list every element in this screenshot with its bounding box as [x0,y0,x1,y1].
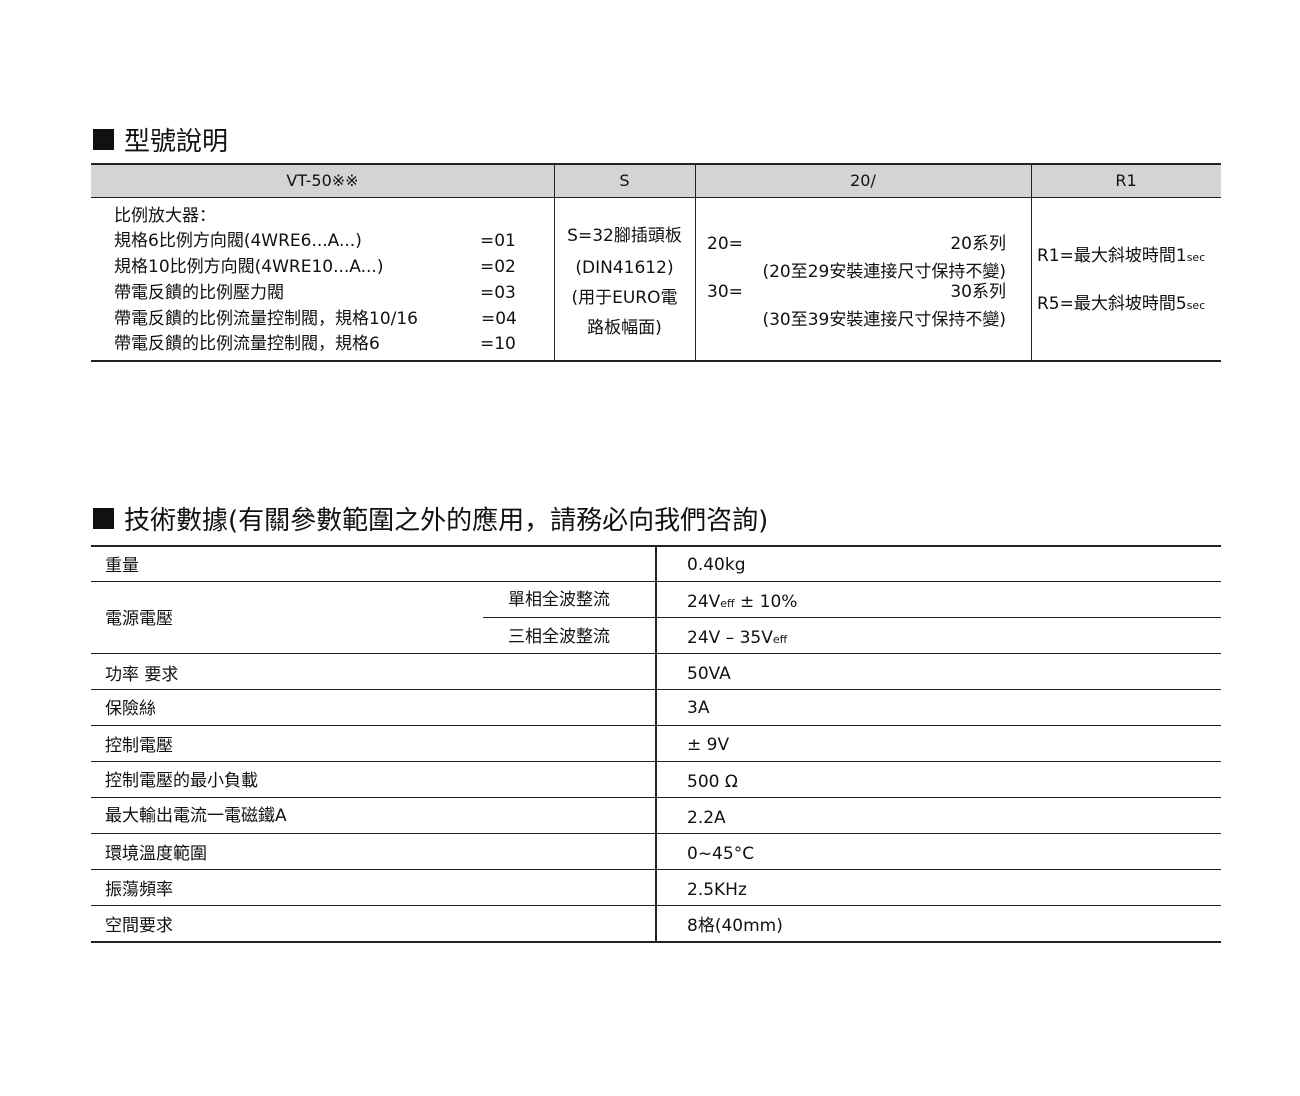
value-sub: eff [720,597,735,610]
tech-section-title-text: 技術數據(有關參數範圍之外的應用，請務必向我們咨詢) [124,506,769,536]
row-value: 2.5KHz [687,880,747,900]
ramp-option: R1=最大斜坡時間1sec [1037,246,1205,268]
row-label: 保險絲 [105,699,156,719]
series-note: (30至39安裝連接尺寸保持不變) [762,310,1006,330]
row-value: 500 Ω [687,772,738,792]
row-label: 控制電壓 [105,736,173,756]
row-value: 24V – 35Veff [687,628,787,650]
header-s: S [619,171,630,190]
header-ramp: R1 [1115,171,1137,190]
amplifier-item-label: 帶電反饋的比例流量控制閥，規格6 [114,334,380,354]
model-section-title-text: 型號說明 [124,127,229,157]
amplifier-item-label: 帶電反饋的比例流量控制閥，規格10/16 [114,309,418,329]
ramp-text: R1=最大斜坡時間1 [1037,246,1187,266]
header-model: VT-50※※ [286,171,359,190]
header-series: 20/ [850,171,876,190]
value-main: 24V – 35V [687,628,773,648]
divider [91,941,1221,943]
divider [91,360,1221,362]
connector-text: S=32腳插頭板 [567,226,682,246]
series-code: 20= [707,234,743,254]
amplifier-heading: 比例放大器： [114,206,216,226]
value-tail: ± 10% [734,592,798,612]
amplifier-item-label: 規格6比例方向閥(4WRE6...A...) [114,231,362,251]
value-sub: eff [772,633,788,646]
ramp-option: R5=最大斜坡時間5sec [1037,294,1205,316]
row-value: ± 9V [687,735,730,755]
ramp-unit: sec [1186,251,1206,264]
divider [91,163,1221,165]
connector-text: 路板幅面) [587,318,662,338]
row-label: 重量 [105,556,139,576]
amplifier-item-label: 帶電反饋的比例壓力閥 [114,283,284,303]
series-name: 20系列 [950,234,1006,254]
square-bullet-icon [93,129,114,150]
amplifier-item-code: =02 [480,257,516,277]
row-label: 最大輸出電流一電磁鐵A [105,806,287,826]
divider [91,197,1221,198]
row-label: 振蕩頻率 [105,880,173,900]
ramp-text: R5=最大斜坡時間5 [1037,294,1187,314]
row-value: 24Veff ± 10% [687,592,797,614]
series-code: 30= [707,282,743,302]
series-note: (20至29安裝連接尺寸保持不變) [762,262,1006,282]
amplifier-item-code: =10 [480,334,516,354]
row-value: 3A [687,698,710,718]
row-value: 0.40kg [687,555,746,575]
amplifier-item-code: =03 [480,283,516,303]
connector-text: (用于EURO電 [571,288,678,308]
row-label: 控制電壓的最小負載 [105,771,258,791]
series-name: 30系列 [950,282,1006,302]
divider [695,164,696,361]
divider [483,617,1221,618]
amplifier-item-label: 規格10比例方向閥(4WRE10...A...) [114,257,384,277]
model-section-title: 型號說明 [93,121,228,158]
row-label: 功率 要求 [105,665,179,685]
divider [655,546,657,942]
row-sublabel: 三相全波整流 [508,627,610,647]
divider [554,164,555,361]
amplifier-item-code: =04 [481,309,517,329]
row-value: 0~45°C [687,844,755,864]
ramp-unit: sec [1186,299,1206,312]
row-value: 8格(40mm) [687,916,783,936]
amplifier-item-code: =01 [480,231,516,251]
table-header-bg [91,164,1221,197]
row-value: 2.2A [687,808,726,828]
row-value: 50VA [687,664,731,684]
tech-section-title: 技術數據(有關參數範圍之外的應用，請務必向我們咨詢) [93,500,768,537]
row-label: 電源電壓 [105,609,173,629]
row-label: 空間要求 [105,916,173,936]
connector-text: (DIN41612) [575,258,674,278]
square-bullet-icon [93,508,114,529]
row-label: 環境溫度範圍 [105,844,207,864]
row-sublabel: 單相全波整流 [508,590,610,610]
divider [1031,164,1032,361]
value-main: 24V [687,592,721,612]
